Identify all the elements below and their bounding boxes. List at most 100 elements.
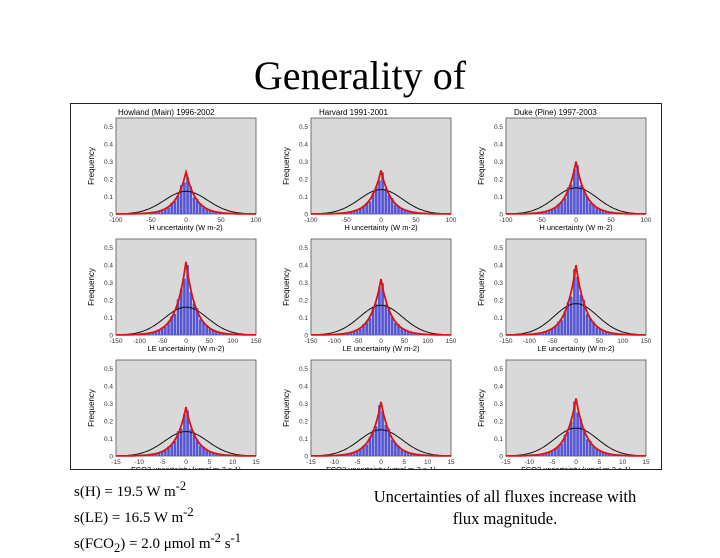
- xtick-label: 50: [206, 338, 214, 345]
- ytick-label: 0.1: [104, 436, 113, 443]
- hist-bar: [154, 331, 158, 335]
- ytick-label: 0.2: [299, 177, 308, 184]
- hist-bar: [608, 212, 611, 214]
- hist-bar: [400, 208, 403, 214]
- hist-bar: [352, 451, 356, 456]
- ytick-label: 0.5: [299, 245, 308, 252]
- xtick-label: 0: [574, 217, 578, 224]
- hist-bar: [394, 204, 397, 214]
- hist-bar: [573, 401, 576, 456]
- ylabel: Frequency: [282, 389, 291, 427]
- hist-bar: [160, 451, 164, 456]
- hist-bar: [387, 428, 391, 456]
- hist-bar: [183, 182, 186, 214]
- hist-bar: [365, 202, 368, 214]
- ytick-label: 0.5: [104, 245, 113, 252]
- hist-bar: [563, 434, 567, 456]
- ytick-label: 0: [499, 333, 503, 340]
- xtick-label: 5: [208, 459, 212, 466]
- hist-bar: [164, 208, 167, 214]
- hist-bar: [202, 321, 205, 335]
- panel-0-0: [115, 117, 257, 215]
- hist-bar: [199, 204, 202, 214]
- hist-bar: [541, 332, 544, 335]
- hist-bar: [355, 209, 359, 214]
- hist-bar: [349, 453, 353, 456]
- xtick-label: 50: [401, 338, 409, 345]
- hist-bar: [368, 201, 372, 214]
- hist-bar: [157, 211, 161, 214]
- hist-bar: [384, 188, 388, 214]
- hist-bar: [560, 443, 563, 456]
- panel-1-0: [115, 238, 257, 336]
- hist-bar: [352, 211, 356, 214]
- hist-bar: [173, 441, 177, 456]
- xtick-label: 0: [184, 217, 188, 224]
- hist-bar: [544, 453, 548, 456]
- xtick-label: 15: [642, 459, 650, 466]
- panel-2-1: [310, 359, 452, 457]
- hist-bar: [611, 333, 614, 335]
- hist-bar: [550, 329, 554, 335]
- laplace-curve: [506, 398, 646, 457]
- gaussian-curve: [310, 189, 452, 215]
- hist-bar: [409, 332, 413, 335]
- sigma-fco2: s(FCO2) = 2.0 μmol m-2 s-1: [74, 531, 241, 555]
- xtick-label: -100: [328, 338, 341, 345]
- ytick-label: 0.4: [104, 263, 113, 270]
- ytick-label: 0.1: [299, 315, 308, 322]
- hist-bar: [378, 405, 381, 456]
- ytick-label: 0.5: [494, 124, 503, 131]
- ytick-label: 0.5: [299, 124, 308, 131]
- laplace-curve: [115, 406, 257, 457]
- ytick-label: 0.2: [104, 177, 113, 184]
- ytick-label: 0.3: [494, 280, 503, 287]
- hist-bar: [189, 292, 193, 335]
- xtick-label: 0: [184, 459, 188, 466]
- hist-bar: [205, 450, 208, 456]
- hist-bar: [371, 430, 375, 456]
- hist-bar: [374, 303, 378, 335]
- xtick-label: -50: [158, 338, 168, 345]
- hist-bar: [381, 172, 384, 214]
- ytick-label: 0.5: [494, 245, 503, 252]
- hist-bar: [400, 328, 403, 335]
- hist-bar: [390, 439, 394, 456]
- hist-bar: [170, 444, 173, 456]
- hist-bar: [563, 310, 567, 335]
- hist-bar: [183, 414, 186, 456]
- hist-bar: [582, 428, 586, 456]
- xtick-label: -100: [523, 338, 536, 345]
- ylabel: Frequency: [477, 147, 486, 185]
- sigma-list: s(H) = 19.5 W m-2 s(LE) = 16.5 W m-2 s(F…: [74, 476, 241, 558]
- ytick-label: 0: [304, 212, 308, 219]
- hist-bar: [582, 299, 586, 335]
- ylabel: Frequency: [477, 268, 486, 306]
- ytick-label: 0.2: [104, 419, 113, 426]
- site-label-2: Duke (Pine) 1997-2003: [514, 108, 597, 117]
- hist-bar: [601, 330, 605, 335]
- xtick-label: -10: [525, 459, 535, 466]
- gaussian-curve: [116, 190, 256, 215]
- hist-bar: [211, 452, 215, 456]
- xtick-label: -15: [111, 459, 121, 466]
- hist-bar: [554, 326, 557, 335]
- hist-bar: [608, 332, 611, 335]
- hist-bar: [390, 316, 394, 335]
- xlabel: H uncertainty (W m-2): [344, 223, 418, 232]
- ytick-label: 0.2: [494, 298, 503, 305]
- ytick-label: 0.4: [494, 142, 503, 149]
- xtick-label: -50: [341, 217, 351, 224]
- hist-bar: [579, 185, 583, 214]
- slide-title: Generality of: [253, 53, 467, 98]
- hist-bar: [560, 201, 563, 214]
- xtick-label: 15: [447, 459, 455, 466]
- xtick-label: 15: [252, 459, 260, 466]
- hist-bar: [362, 324, 365, 335]
- xtick-label: -150: [499, 338, 512, 345]
- hist-bar: [569, 421, 573, 456]
- ytick-label: 0.1: [494, 194, 503, 201]
- hist-bar: [397, 324, 400, 335]
- hist-bar: [355, 451, 359, 456]
- hist-bar: [179, 428, 183, 456]
